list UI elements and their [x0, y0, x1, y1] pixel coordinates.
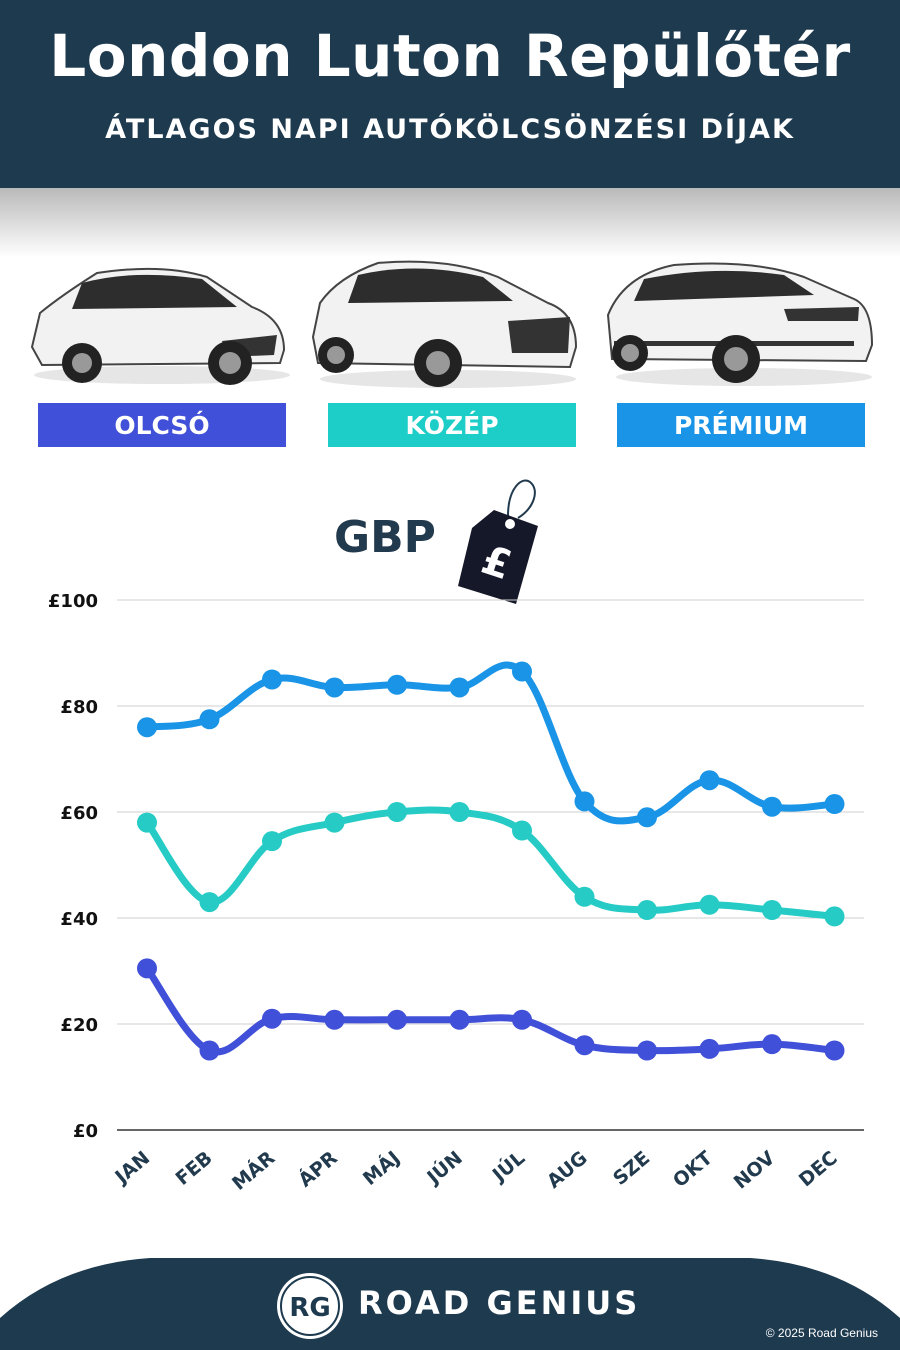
category-label-premium: PRÉMIUM [617, 403, 865, 447]
x-tick-label: AUG [543, 1147, 592, 1193]
category-label-cheap-text: OLCSÓ [114, 410, 210, 440]
category-label-cheap: OLCSÓ [38, 403, 286, 447]
y-tick-label: £100 [48, 591, 98, 612]
x-tick-label: FEB [172, 1147, 217, 1190]
data-point-k-z-p [137, 812, 157, 833]
data-point-olcs- [824, 1040, 845, 1061]
x-tick-label: NOV [730, 1147, 780, 1194]
data-point-k-z-p [449, 802, 470, 822]
series-line-k-z-p [143, 806, 838, 920]
data-point-olcs- [762, 1034, 782, 1055]
data-point-pr-mium [262, 669, 282, 690]
data-point-pr-mium [512, 661, 532, 682]
data-point-k-z-p [512, 820, 532, 841]
data-point-pr-mium [387, 674, 407, 695]
data-point-k-z-p [637, 900, 657, 921]
line-chart: £0 £20 £40 £60 £80 £100 JAN FEB MÁR ÁPR MÁJ JÚN JÚL A… [48, 591, 864, 1195]
x-tick-label: SZE [609, 1147, 654, 1190]
y-tick-label: £60 [60, 803, 98, 824]
data-point-olcs- [449, 1009, 470, 1030]
x-tick-label: DEC [795, 1147, 842, 1191]
x-tick-label: OKT [669, 1147, 717, 1192]
x-tick-label: ÁPR [294, 1146, 342, 1192]
data-point-k-z-p [262, 831, 282, 852]
currency-label: GBP [334, 512, 436, 563]
x-tick-label: MÁR [227, 1146, 279, 1195]
x-tick-label: JÚN [420, 1145, 466, 1189]
footer [0, 1258, 900, 1350]
header-banner: London Luton Repülőtér ÁTLAGOS NAPI AUTÓ… [0, 0, 900, 188]
data-point-pr-mium [574, 791, 595, 812]
data-point-olcs- [387, 1009, 407, 1030]
data-point-olcs- [324, 1009, 345, 1030]
x-tick-label: JÚL [486, 1145, 529, 1187]
x-tick-label: MÁJ [358, 1146, 404, 1190]
data-point-k-z-p [199, 892, 220, 913]
data-point-pr-mium [699, 770, 720, 791]
data-point-olcs- [262, 1008, 282, 1029]
copyright-text: © 2025 Road Genius [765, 1326, 878, 1340]
page-subtitle: ÁTLAGOS NAPI AUTÓKÖLCSÖNZÉSI DÍJAK [105, 114, 795, 145]
data-point-olcs- [512, 1009, 532, 1030]
data-point-k-z-p [324, 812, 345, 833]
data-point-k-z-p [574, 886, 595, 907]
data-point-pr-mium [824, 794, 845, 815]
y-tick-label: £80 [60, 697, 98, 718]
data-point-k-z-p [762, 900, 782, 921]
data-point-pr-mium [762, 796, 782, 817]
y-tick-label: £0 [73, 1121, 98, 1142]
hatchback-car-image [22, 255, 292, 395]
price-tag-icon: £ [458, 479, 538, 604]
data-point-olcs- [137, 958, 157, 979]
data-point-pr-mium [449, 677, 470, 698]
data-point-pr-mium [324, 677, 345, 698]
premium-suv-car-image [604, 255, 874, 395]
road-genius-logo: RG [277, 1273, 343, 1339]
brand-name: ROAD GENIUS [358, 1284, 641, 1322]
data-point-pr-mium [137, 717, 157, 738]
data-point-pr-mium [637, 807, 657, 828]
data-point-olcs- [637, 1040, 657, 1061]
data-point-k-z-p [387, 802, 407, 822]
data-point-olcs- [574, 1035, 595, 1056]
data-point-olcs- [699, 1038, 720, 1059]
data-point-pr-mium [199, 709, 220, 730]
y-tick-label: £40 [60, 909, 98, 930]
series-line-pr-mium [143, 661, 838, 825]
series-line-olcs- [143, 964, 838, 1056]
category-label-mid: KÖZÉP [328, 403, 576, 447]
header-shadow [0, 188, 900, 258]
y-tick-label: £20 [60, 1015, 98, 1036]
suv-car-image [308, 255, 578, 395]
data-point-k-z-p [699, 894, 720, 915]
category-label-premium-text: PRÉMIUM [673, 410, 808, 440]
data-point-k-z-p [824, 906, 845, 927]
data-point-olcs- [199, 1040, 220, 1061]
page-title: London Luton Repülőtér [49, 22, 851, 90]
category-label-mid-text: KÖZÉP [405, 410, 499, 440]
logo-text: RG [289, 1293, 330, 1323]
x-tick-label: JAN [110, 1147, 155, 1189]
